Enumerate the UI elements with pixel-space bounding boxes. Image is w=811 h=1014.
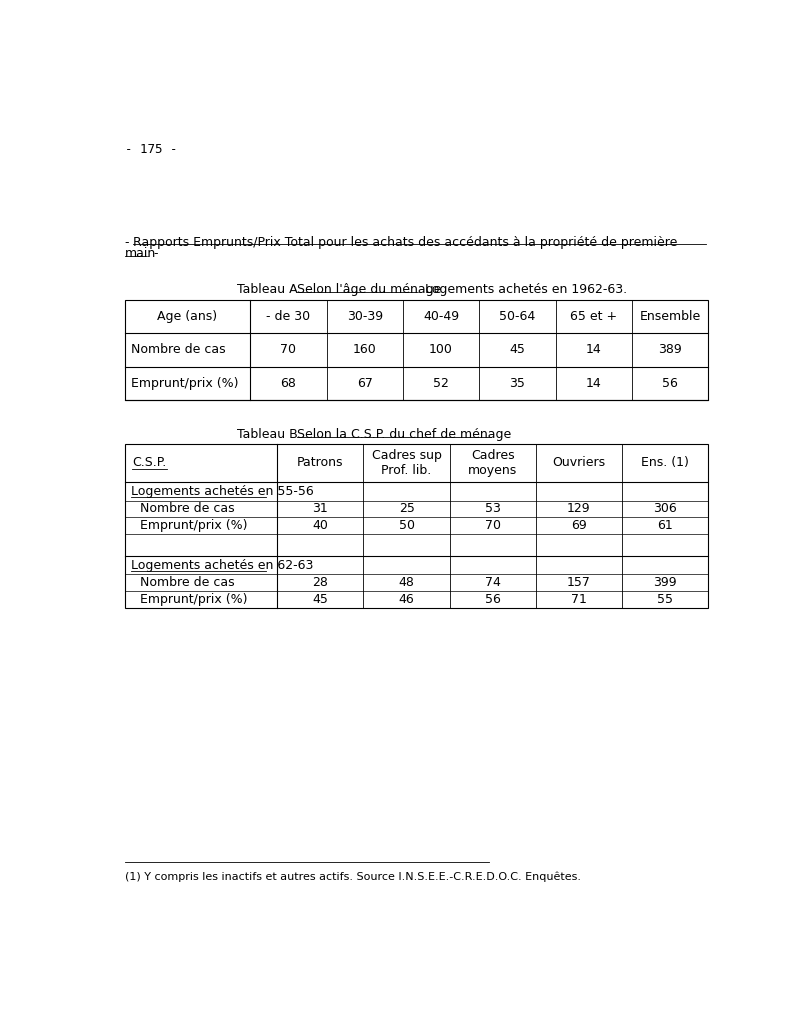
Text: Ens. (1): Ens. (1) [642, 456, 689, 469]
Text: 14: 14 [586, 343, 602, 356]
Text: 30-39: 30-39 [346, 310, 383, 323]
Text: 35: 35 [509, 377, 526, 390]
Text: .: . [489, 428, 493, 441]
Text: Tableau B. –: Tableau B. – [237, 428, 316, 441]
Text: 71: 71 [571, 593, 587, 606]
Text: -: - [125, 235, 133, 248]
Text: 306: 306 [653, 503, 677, 515]
Text: 157: 157 [567, 576, 591, 589]
Text: Rapports Emprunts/Prix Total pour les achats des accédants à la propriété de pre: Rapports Emprunts/Prix Total pour les ac… [133, 235, 677, 248]
Text: Nombre de cas: Nombre de cas [140, 503, 234, 515]
Text: Ensemble: Ensemble [639, 310, 701, 323]
Text: 48: 48 [399, 576, 414, 589]
Text: 74: 74 [485, 576, 500, 589]
Text: 389: 389 [659, 343, 682, 356]
Text: . -: . - [146, 247, 159, 261]
Text: 46: 46 [399, 593, 414, 606]
Text: Cadres sup
Prof. lib.: Cadres sup Prof. lib. [371, 449, 441, 477]
Text: 160: 160 [353, 343, 376, 356]
Text: 100: 100 [429, 343, 453, 356]
Text: 68: 68 [281, 377, 296, 390]
Text: Selon la C.S.P. du chef de ménage: Selon la C.S.P. du chef de ménage [297, 428, 511, 441]
Text: Selon l'âge du ménage: Selon l'âge du ménage [297, 283, 441, 296]
Text: 65 et +: 65 et + [570, 310, 617, 323]
Text: Emprunt/prix (%): Emprunt/prix (%) [140, 593, 247, 606]
Text: - de 30: - de 30 [266, 310, 311, 323]
Text: 53: 53 [485, 503, 500, 515]
Text: 399: 399 [654, 576, 677, 589]
Text: Patrons: Patrons [297, 456, 344, 469]
Text: Cadres
moyens: Cadres moyens [468, 449, 517, 477]
Text: 61: 61 [657, 519, 673, 532]
Text: 40-49: 40-49 [423, 310, 459, 323]
Text: 50: 50 [398, 519, 414, 532]
Text: Logements achetés en 55-56: Logements achetés en 55-56 [131, 485, 314, 498]
Text: 40: 40 [312, 519, 328, 532]
Text: 70: 70 [281, 343, 296, 356]
Text: 129: 129 [567, 503, 590, 515]
Text: 56: 56 [662, 377, 678, 390]
Text: Logements achetés en 62-63: Logements achetés en 62-63 [131, 559, 313, 572]
Text: 25: 25 [399, 503, 414, 515]
Text: C.S.P.: C.S.P. [132, 456, 166, 469]
Bar [125, 300, 708, 401]
Text: 45: 45 [312, 593, 328, 606]
Text: Age (ans): Age (ans) [157, 310, 217, 323]
Text: . Logements achetés en 1962-63.: . Logements achetés en 1962-63. [417, 283, 627, 296]
Text: Emprunt/prix (%): Emprunt/prix (%) [140, 519, 247, 532]
Text: Nombre de cas: Nombre de cas [131, 343, 225, 356]
Text: 70: 70 [485, 519, 500, 532]
Text: 69: 69 [571, 519, 587, 532]
Text: (1) Y compris les inactifs et autres actifs. Source I.N.S.E.E.-C.R.E.D.O.C. Enqu: (1) Y compris les inactifs et autres act… [125, 872, 581, 882]
Text: 50-64: 50-64 [500, 310, 535, 323]
Text: Nombre de cas: Nombre de cas [140, 576, 234, 589]
Text: 28: 28 [312, 576, 328, 589]
Text: 55: 55 [657, 593, 673, 606]
Text: - 175 -: - 175 - [125, 143, 177, 156]
Text: 56: 56 [485, 593, 500, 606]
Text: 45: 45 [509, 343, 526, 356]
Text: 31: 31 [312, 503, 328, 515]
Text: 14: 14 [586, 377, 602, 390]
Text: 67: 67 [357, 377, 372, 390]
Bar [125, 443, 708, 608]
Text: Tableau A. –: Tableau A. – [237, 283, 315, 296]
Text: Emprunt/prix (%): Emprunt/prix (%) [131, 377, 238, 390]
Text: main: main [125, 247, 156, 261]
Text: 52: 52 [433, 377, 449, 390]
Text: Ouvriers: Ouvriers [552, 456, 606, 469]
